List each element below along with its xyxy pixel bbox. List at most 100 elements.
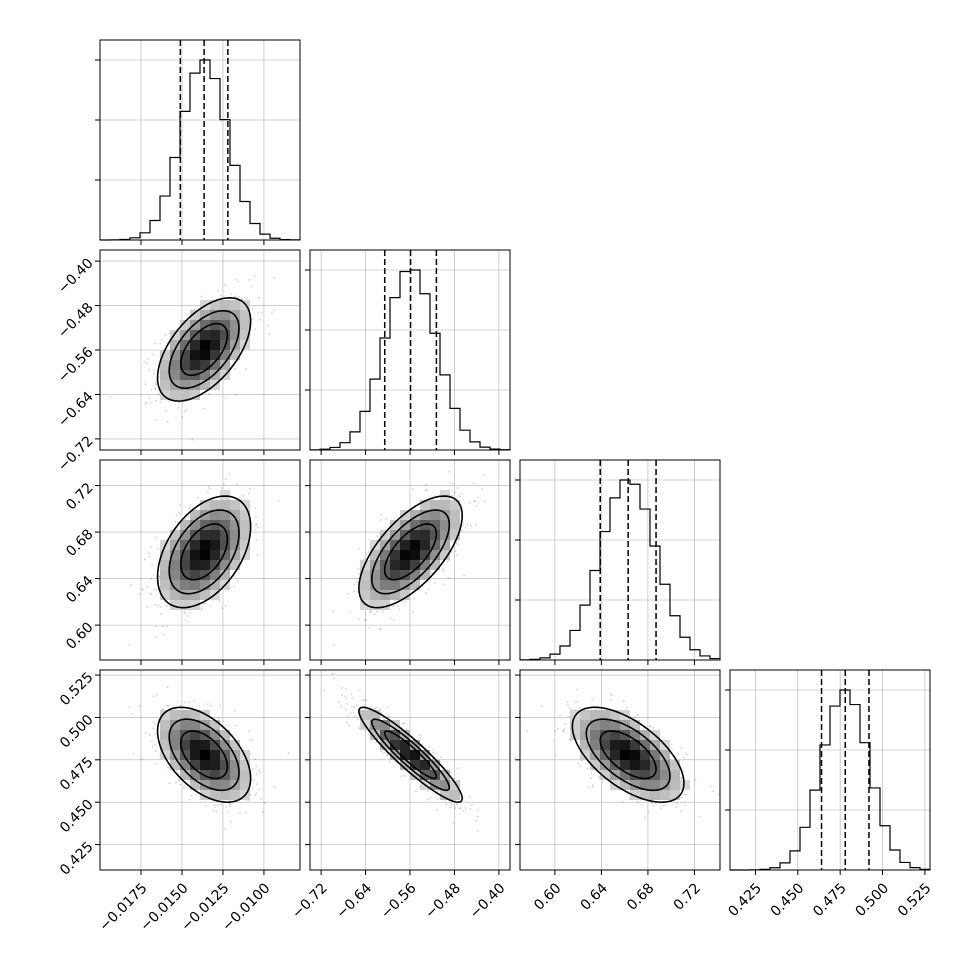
scatter-point [181, 416, 184, 418]
contour-2 [156, 706, 252, 803]
density-cell [450, 780, 460, 790]
density-cell [240, 310, 250, 320]
histogram-step-3 [730, 689, 931, 871]
density-cell [210, 560, 220, 570]
scatter-point [611, 694, 613, 696]
scatter-point [183, 611, 186, 613]
contour-1 [168, 509, 240, 595]
x-tick-label: 0.72 [671, 880, 704, 913]
density-cell [620, 760, 630, 770]
scatter-point [469, 808, 472, 810]
scatter-point [475, 523, 477, 526]
scatter-point [224, 604, 227, 607]
scatter-point [686, 753, 689, 756]
density-cell [380, 740, 390, 750]
density-cell [380, 530, 390, 540]
scatter-point [152, 720, 155, 723]
scatter-point [400, 775, 403, 777]
density-cell [170, 330, 180, 340]
scatter-point [621, 801, 624, 804]
density-cell [440, 770, 450, 780]
scatter-point [155, 536, 158, 539]
y-tick-label: −0.40 [55, 255, 97, 297]
density-cell [200, 500, 210, 510]
density-cell [190, 760, 200, 770]
density-cell [400, 540, 410, 550]
density-cell [200, 760, 210, 770]
density-cell [630, 780, 640, 790]
density-cell [440, 510, 450, 520]
density-cell [370, 570, 380, 580]
scatter-point [150, 546, 152, 549]
scatter-point [207, 703, 209, 705]
scatter-point [174, 520, 177, 523]
density-cell [400, 550, 410, 560]
scatter-point [554, 729, 557, 732]
density-cell [370, 590, 380, 600]
density-cell [660, 780, 670, 790]
scatter-point [225, 478, 227, 480]
density-cell [380, 550, 390, 560]
scatter-point [452, 821, 455, 824]
scatter-point [579, 706, 581, 709]
scatter-point [590, 772, 593, 775]
scatter-point [403, 774, 406, 777]
density-cell [160, 750, 170, 760]
scatter-point [200, 609, 202, 611]
density-cell [160, 370, 170, 380]
density-cell [440, 500, 450, 510]
density-cell [220, 320, 230, 330]
scatter-point [454, 550, 457, 553]
density-cell [160, 380, 170, 390]
scatter-point [579, 765, 582, 768]
scatter-point [413, 597, 416, 600]
scatter-point [453, 491, 456, 494]
scatter-point [448, 470, 451, 473]
scatter-point [224, 283, 226, 286]
scatter-point [364, 619, 367, 621]
scatter-point [404, 600, 406, 603]
scatter-point [353, 706, 356, 709]
panel-frame [309, 669, 511, 871]
density-cell [180, 380, 190, 390]
scatter-point [554, 754, 557, 756]
scatter-point [459, 495, 462, 498]
x-tick-label: 0.475 [810, 880, 850, 920]
contour-2 [156, 296, 252, 402]
density-cell [390, 560, 400, 570]
panel-2-1 [305, 459, 511, 665]
scatter-point [432, 751, 435, 754]
scatter-point [361, 699, 364, 701]
scatter-point [255, 792, 258, 794]
scatter-point [462, 524, 465, 526]
density-cell [370, 600, 380, 610]
scatter-point [353, 590, 356, 592]
scatter-point [167, 400, 170, 403]
scatter-point [255, 765, 257, 767]
density-cell [390, 720, 400, 730]
scatter-point [154, 744, 156, 746]
density-cell [180, 720, 190, 730]
density-cell [640, 740, 650, 750]
scatter-point [358, 573, 360, 576]
scatter-point [228, 805, 231, 807]
scatter-point [394, 599, 396, 602]
density-cell [410, 570, 420, 580]
density-cell [650, 790, 660, 800]
scatter-point [149, 734, 151, 736]
density-cell [190, 730, 200, 740]
scatter-point [387, 715, 390, 718]
scatter-point [238, 296, 241, 298]
density-cell [430, 510, 440, 520]
scatter-point [168, 782, 171, 785]
contour-1 [585, 718, 671, 792]
scatter-point [368, 626, 371, 629]
panel-frame [99, 669, 301, 871]
scatter-point [165, 605, 168, 607]
scatter-point [675, 806, 678, 809]
scatter-point [636, 801, 639, 804]
density-cell [190, 310, 200, 320]
scatter-point [427, 588, 430, 591]
density-cell [200, 370, 210, 380]
scatter-point [194, 308, 196, 311]
